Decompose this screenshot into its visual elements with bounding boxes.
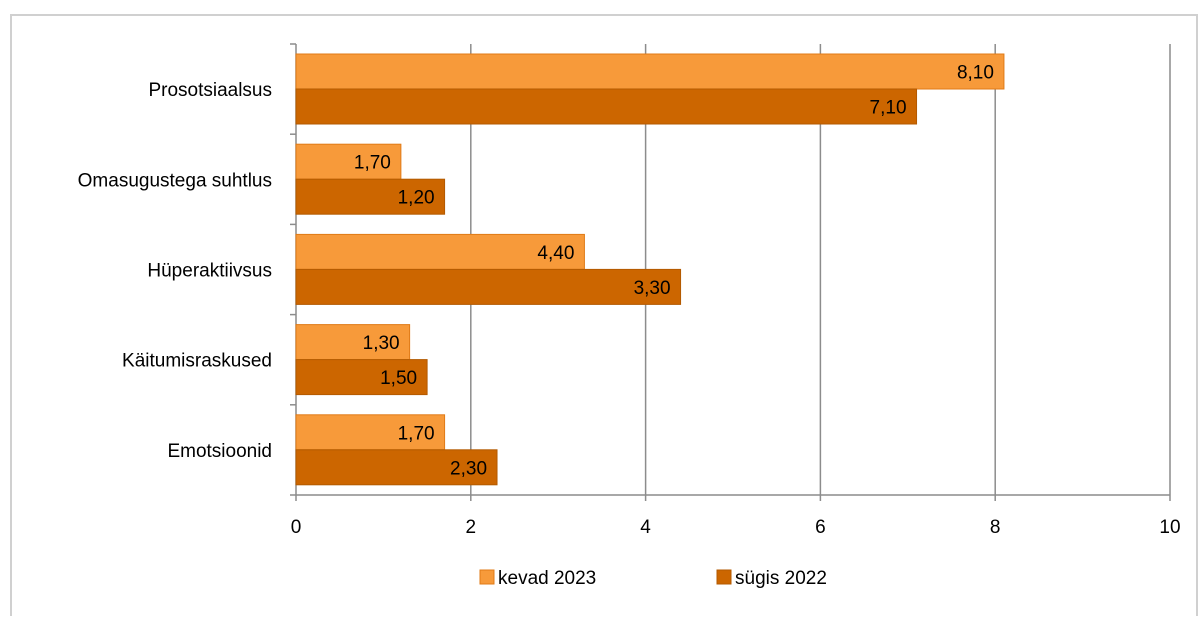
bar-sygis-2022 [295, 88, 918, 125]
bar-kevad-2023 [295, 143, 402, 180]
x-tick-label: 2 [466, 517, 477, 538]
data-label: 3,30 [634, 278, 671, 299]
x-tick-label: 6 [815, 517, 826, 538]
chart-frame [10, 14, 1198, 616]
bar-sygis-2022 [295, 449, 498, 486]
bar-kevad-2023 [295, 233, 585, 270]
legend-swatch [479, 569, 495, 585]
data-label: 2,30 [450, 458, 487, 479]
category-label: Emotsioonid [167, 441, 272, 462]
legend-label: sügis 2022 [735, 568, 827, 589]
legend-label: kevad 2023 [498, 568, 596, 589]
data-label: 1,20 [398, 188, 435, 209]
category-label: Prosotsiaalsus [148, 80, 272, 101]
category-label: Omasugustega suhtlus [78, 170, 272, 191]
legend-swatch [716, 569, 732, 585]
data-label: 1,70 [398, 423, 435, 444]
x-tick-label: 10 [1159, 517, 1180, 538]
category-label: Käitumisraskused [122, 351, 272, 372]
bar-sygis-2022 [295, 268, 682, 305]
bar-sygis-2022 [295, 359, 428, 396]
bar-kevad-2023 [295, 324, 411, 361]
data-label: 1,70 [354, 153, 391, 174]
x-tick-label: 0 [291, 517, 302, 538]
x-tick-label: 4 [640, 517, 651, 538]
data-label: 4,40 [537, 243, 574, 264]
bar-sygis-2022 [295, 178, 446, 215]
category-label: Hüperaktiivsus [147, 261, 272, 282]
data-label: 1,50 [380, 368, 417, 389]
data-label: 1,30 [363, 333, 400, 354]
data-label: 8,10 [957, 63, 994, 84]
bar-kevad-2023 [295, 53, 1005, 90]
x-tick-label: 8 [990, 517, 1001, 538]
data-label: 7,10 [870, 98, 907, 119]
